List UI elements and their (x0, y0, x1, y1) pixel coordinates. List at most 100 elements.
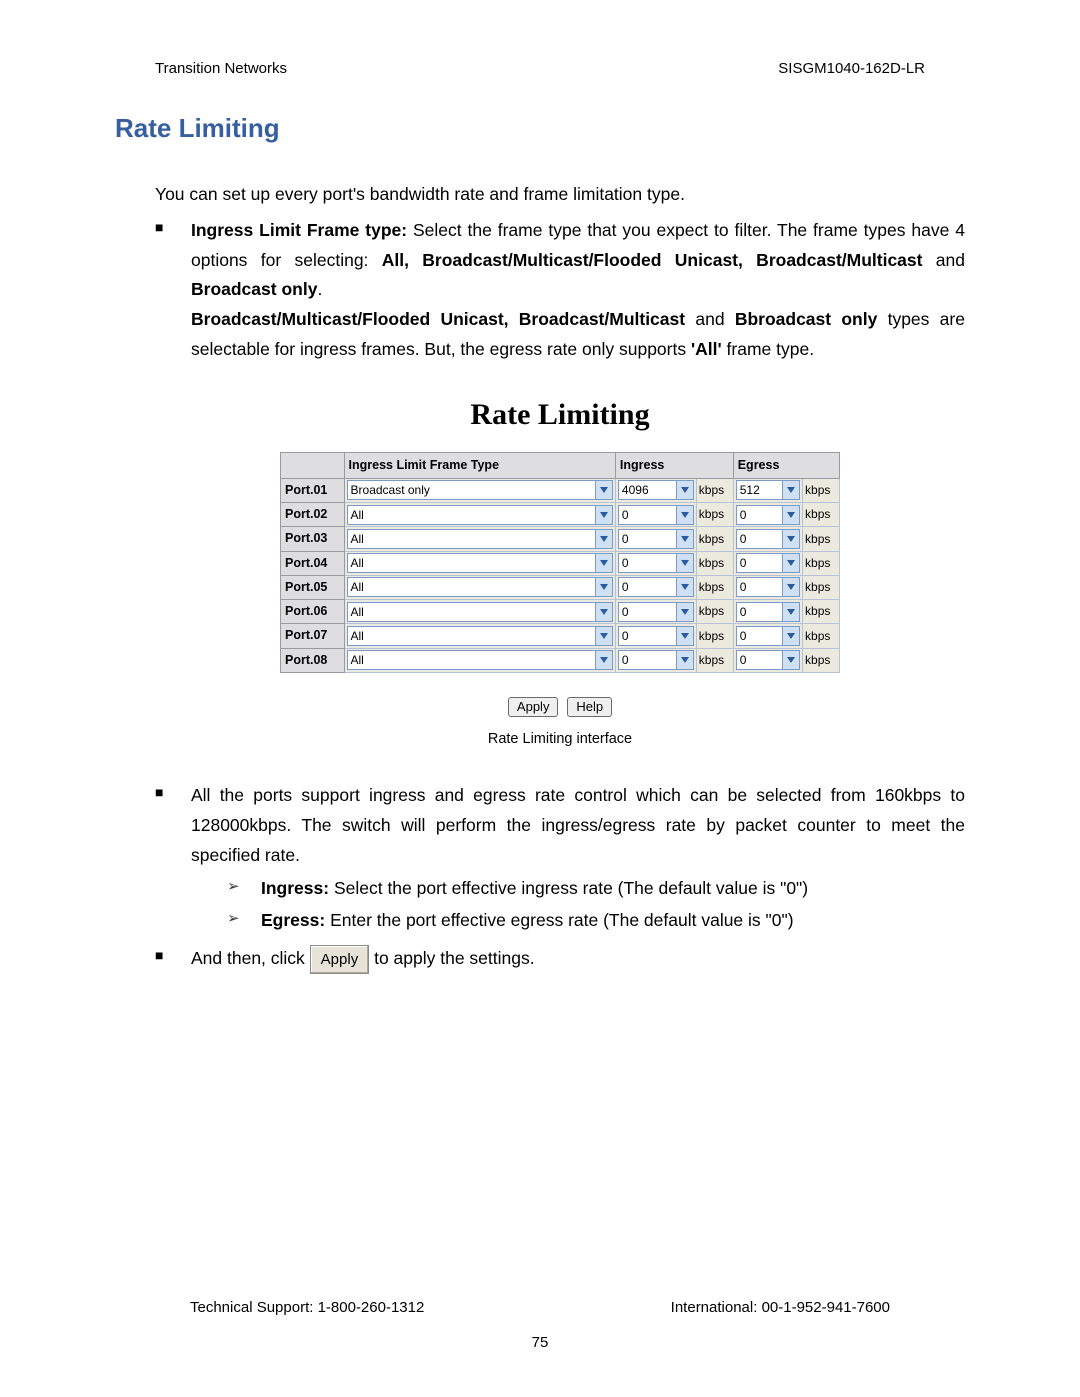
dropdown[interactable]: 0 (736, 529, 800, 549)
ingress-unit: kbps (696, 503, 733, 527)
sub-list: Ingress: Select the port effective ingre… (227, 874, 965, 936)
chevron-down-icon[interactable] (595, 577, 613, 597)
port-label: Port.02 (281, 503, 345, 527)
dropdown-value: 0 (618, 626, 676, 646)
chevron-down-icon[interactable] (676, 505, 694, 525)
sub2-rest: Enter the port effective egress rate (Th… (325, 910, 793, 930)
sub2-bold: Egress: (261, 910, 325, 930)
chevron-down-icon[interactable] (676, 650, 694, 670)
dropdown[interactable]: 0 (736, 602, 800, 622)
dropdown-value: 0 (618, 650, 676, 670)
dropdown[interactable]: 0 (618, 505, 694, 525)
chevron-down-icon[interactable] (782, 529, 800, 549)
dropdown[interactable]: All (347, 626, 613, 646)
egress-cell: 0 (733, 551, 802, 575)
chevron-down-icon[interactable] (676, 529, 694, 549)
frame-type-cell: All (344, 527, 615, 551)
egress-cell: 0 (733, 648, 802, 672)
chevron-down-icon[interactable] (782, 553, 800, 573)
help-button[interactable]: Help (567, 697, 612, 717)
egress-cell: 0 (733, 575, 802, 599)
inline-apply-button[interactable]: Apply (310, 945, 370, 975)
dropdown[interactable]: All (347, 650, 613, 670)
table-row: Port.02All0kbps0kbps (281, 503, 840, 527)
chevron-down-icon[interactable] (595, 529, 613, 549)
dropdown[interactable]: 512 (736, 480, 800, 500)
dropdown[interactable]: 0 (618, 626, 694, 646)
dropdown-value: All (347, 553, 595, 573)
b1-lead: Ingress Limit Frame type: (191, 220, 407, 240)
dropdown[interactable]: 0 (618, 602, 694, 622)
dropdown[interactable]: 0 (618, 650, 694, 670)
dropdown[interactable]: 0 (736, 553, 800, 573)
dropdown[interactable]: 4096 (618, 480, 694, 500)
dropdown[interactable]: 0 (736, 505, 800, 525)
chevron-down-icon[interactable] (782, 626, 800, 646)
dropdown[interactable]: All (347, 505, 613, 525)
b1-opts: All, Broadcast/Multicast/Flooded Unicast… (382, 250, 923, 270)
chevron-down-icon[interactable] (595, 480, 613, 500)
frame-type-cell: All (344, 624, 615, 648)
dropdown-value: 0 (736, 602, 782, 622)
egress-unit: kbps (803, 600, 840, 624)
dropdown[interactable]: All (347, 602, 613, 622)
dropdown-value: 0 (618, 553, 676, 573)
bullet-item-1: Ingress Limit Frame type: Select the fra… (155, 216, 965, 365)
dropdown[interactable]: 0 (736, 577, 800, 597)
chevron-down-icon[interactable] (676, 626, 694, 646)
table-row: Port.07All0kbps0kbps (281, 624, 840, 648)
chevron-down-icon[interactable] (782, 650, 800, 670)
frame-type-cell: Broadcast only (344, 478, 615, 502)
section-title: Rate Limiting (115, 113, 965, 144)
b1-last: Broadcast only (191, 279, 317, 299)
chevron-down-icon[interactable] (782, 480, 800, 500)
ingress-unit: kbps (696, 648, 733, 672)
chevron-down-icon[interactable] (782, 505, 800, 525)
table-row: Port.05All0kbps0kbps (281, 575, 840, 599)
chevron-down-icon[interactable] (595, 505, 613, 525)
dropdown[interactable]: All (347, 553, 613, 573)
chevron-down-icon[interactable] (676, 553, 694, 573)
chevron-down-icon[interactable] (782, 577, 800, 597)
ingress-cell: 0 (615, 551, 696, 575)
ingress-unit: kbps (696, 575, 733, 599)
dropdown[interactable]: 0 (736, 626, 800, 646)
ingress-cell: 0 (615, 527, 696, 551)
rate-limiting-figure: Rate Limiting Ingress Limit Frame Type I… (280, 389, 840, 752)
chevron-down-icon[interactable] (595, 626, 613, 646)
dropdown-value: All (347, 577, 595, 597)
egress-unit: kbps (803, 503, 840, 527)
dropdown[interactable]: 0 (618, 553, 694, 573)
chevron-down-icon[interactable] (676, 480, 694, 500)
dropdown[interactable]: 0 (618, 577, 694, 597)
egress-cell: 512 (733, 478, 802, 502)
b1-period: . (317, 279, 322, 299)
port-label: Port.01 (281, 478, 345, 502)
ingress-unit: kbps (696, 600, 733, 624)
apply-button[interactable]: Apply (508, 697, 559, 717)
chevron-down-icon[interactable] (595, 602, 613, 622)
dropdown-value: 0 (736, 553, 782, 573)
egress-cell: 0 (733, 527, 802, 551)
dropdown[interactable]: 0 (618, 529, 694, 549)
dropdown-value: 0 (618, 577, 676, 597)
frame-type-cell: All (344, 503, 615, 527)
page-footer: Technical Support: 1-800-260-1312 Intern… (0, 1299, 1080, 1351)
chevron-down-icon[interactable] (676, 602, 694, 622)
dropdown[interactable]: All (347, 529, 613, 549)
sub1-rest: Select the port effective ingress rate (… (329, 878, 808, 898)
chevron-down-icon[interactable] (676, 577, 694, 597)
bullet-item-2: All the ports support ingress and egress… (155, 781, 965, 936)
dropdown[interactable]: 0 (736, 650, 800, 670)
egress-unit: kbps (803, 648, 840, 672)
b1-and: and (922, 250, 965, 270)
frame-type-cell: All (344, 600, 615, 624)
table-row: Port.06All0kbps0kbps (281, 600, 840, 624)
dropdown[interactable]: Broadcast only (347, 480, 613, 500)
chevron-down-icon[interactable] (782, 602, 800, 622)
ingress-unit: kbps (696, 551, 733, 575)
chevron-down-icon[interactable] (595, 553, 613, 573)
chevron-down-icon[interactable] (595, 650, 613, 670)
frame-type-cell: All (344, 648, 615, 672)
dropdown[interactable]: All (347, 577, 613, 597)
